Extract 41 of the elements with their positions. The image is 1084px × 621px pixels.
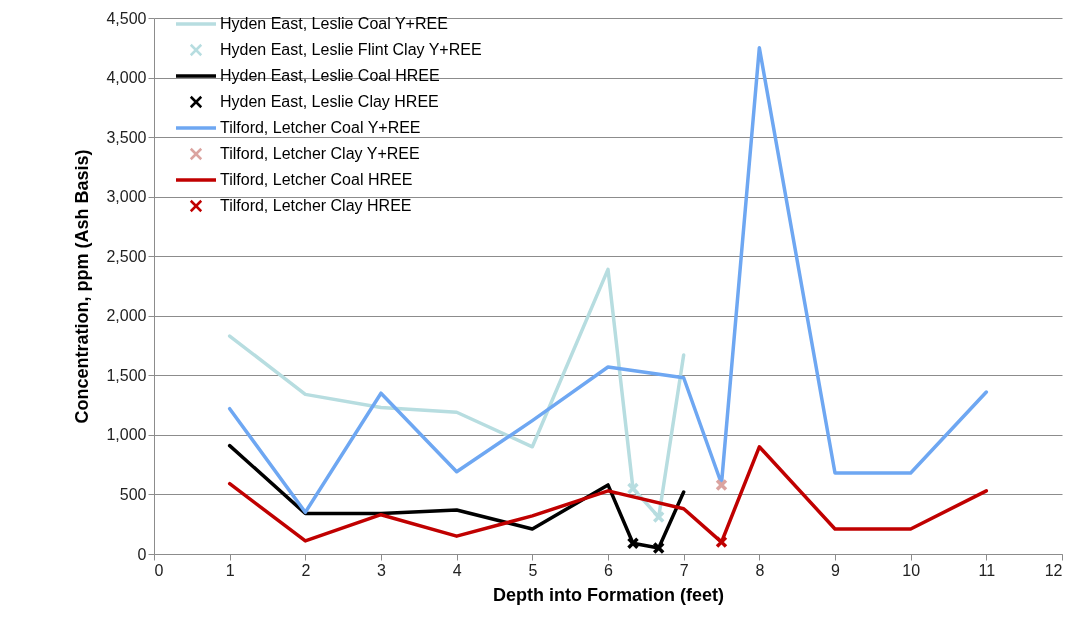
legend-label: Tilford, Letcher Clay HREE — [220, 197, 412, 214]
point — [715, 478, 728, 492]
y-tick-label: 4,000 — [106, 69, 147, 87]
point — [652, 510, 665, 524]
legend-label: Tilford, Letcher Clay Y+REE — [220, 145, 420, 162]
point — [652, 541, 665, 555]
legend-label: Hyden East, Leslie Clay HREE — [220, 93, 439, 110]
x-tick-label: 4 — [452, 561, 462, 579]
y-tick-label: 2,000 — [106, 307, 147, 325]
y-tick-label: 3,500 — [106, 128, 147, 146]
x-tick-label: 6 — [604, 561, 614, 579]
legend-label: Hyden East, Leslie Coal HREE — [220, 67, 440, 84]
x-tick-label: 3 — [377, 561, 387, 579]
x-axis-title: Depth into Formation (feet) — [493, 584, 724, 605]
y-tick-label: 3,000 — [106, 188, 147, 206]
x-tick-label: 10 — [902, 561, 921, 579]
point — [626, 482, 640, 495]
legend-label: Hyden East, Leslie Coal Y+REE — [220, 15, 448, 32]
y-tick-label: 4,500 — [106, 9, 147, 27]
legend-label: Tilford, Letcher Coal Y+REE — [220, 119, 421, 136]
legend-label: Hyden East, Leslie Flint Clay Y+REE — [220, 41, 482, 58]
x-tick-label: 1 — [225, 561, 235, 579]
x-tick-label: 8 — [755, 561, 765, 579]
y-axis-title: Concentration, ppm (Ash Basis) — [72, 149, 93, 424]
legend-label: Tilford, Letcher Coal HREE — [220, 171, 413, 188]
x-tick-label: 2 — [301, 561, 311, 579]
x-tick-label: 9 — [831, 561, 841, 579]
line-series — [227, 445, 989, 544]
x-tick-label: 5 — [528, 561, 538, 579]
y-tick-label: 0 — [137, 545, 147, 563]
x-tick-label: 12 — [1044, 561, 1063, 579]
y-tick-label: 2,500 — [106, 247, 147, 265]
point — [715, 535, 728, 549]
y-tick-label: 1,500 — [106, 366, 147, 384]
x-tick-label: 11 — [978, 561, 996, 579]
x-tick-label: 0 — [154, 561, 164, 579]
y-tick-label: 500 — [119, 485, 147, 503]
point — [626, 537, 640, 550]
x-tick-label: 7 — [679, 561, 689, 579]
y-tick-label: 1,000 — [106, 426, 147, 444]
line-series — [227, 443, 686, 550]
